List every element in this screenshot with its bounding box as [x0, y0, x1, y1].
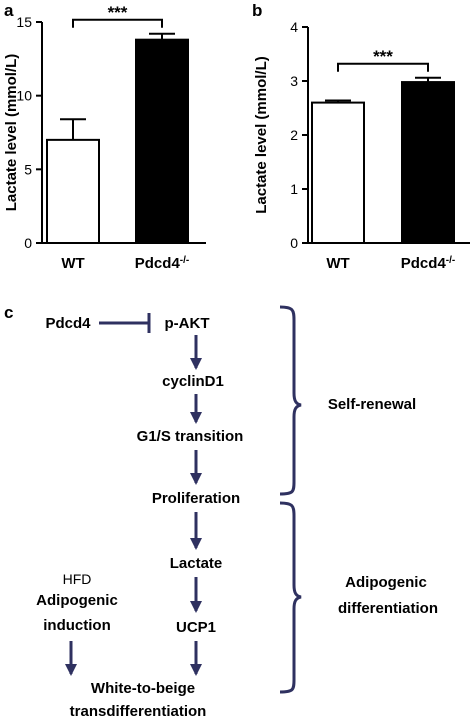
bar-wt: [46, 138, 100, 244]
panel-label-b: b: [252, 1, 262, 20]
label-hfd: HFD: [63, 571, 92, 587]
y-axis-label: Lactate level (mmol/L): [3, 54, 20, 212]
y-tick-label: 10: [16, 88, 32, 104]
bracket-adipogenic-differentiation: [279, 501, 302, 694]
bracket-self-renewal: [279, 305, 302, 496]
panel-label-a: a: [4, 1, 14, 20]
bar-pdcd4: [401, 81, 455, 244]
node-proliferation: Proliferation: [152, 490, 240, 507]
node-pdcd4: Pdcd4: [45, 315, 91, 332]
y-tick-label: 0: [290, 235, 298, 251]
node-white-to-beige: White-to-beige: [91, 680, 195, 697]
y-axis-label: Lactate level (mmol/L): [253, 56, 270, 214]
category-label: WT: [61, 255, 84, 272]
significance-label: ***: [373, 47, 393, 66]
panel-label-c: c: [4, 303, 13, 322]
label-adipogenic-2: Adipogenic: [345, 574, 427, 591]
y-tick-label: 1: [290, 181, 298, 197]
label-adipogenic: Adipogenic: [36, 592, 118, 609]
label-self-renewal: Self-renewal: [328, 396, 416, 413]
bar-pdcd4: [135, 38, 189, 245]
significance-bracket: [337, 62, 429, 72]
y-tick-label: 2: [290, 127, 298, 143]
significance-label: ***: [108, 3, 128, 22]
chart-a: 0 5 10 15 Lactate level (mmol/L) WT Pdcd4-/- **…: [3, 3, 206, 272]
y-tick-label: 0: [24, 235, 32, 251]
node-ucp1: UCP1: [176, 619, 216, 636]
category-label: Pdcd4-/-: [135, 255, 189, 273]
y-tick-label: 5: [24, 161, 32, 177]
pathway-diagram: Pdcd4 p-AKT cyclinD1 G1/S transition Pro…: [36, 305, 438, 720]
chart-b: 0 1 2 3 4 Lactate level (mmol/L) WT Pdcd4-/- ***: [253, 19, 470, 272]
significance-bracket: [72, 18, 163, 28]
category-label: WT: [326, 255, 349, 272]
bar-wt: [311, 101, 365, 244]
y-tick-label: 3: [290, 73, 298, 89]
node-lactate: Lactate: [170, 555, 223, 572]
category-label: Pdcd4-/-: [401, 255, 455, 273]
label-induction: induction: [43, 617, 111, 634]
node-transdifferentiation: transdifferentiation: [70, 703, 207, 720]
label-differentiation: differentiation: [338, 600, 438, 617]
y-tick-label: 4: [290, 19, 298, 35]
node-cyclind1: cyclinD1: [162, 373, 224, 390]
node-g1s-transition: G1/S transition: [137, 428, 244, 445]
y-tick-label: 15: [16, 14, 32, 30]
node-p-akt: p-AKT: [165, 315, 210, 332]
